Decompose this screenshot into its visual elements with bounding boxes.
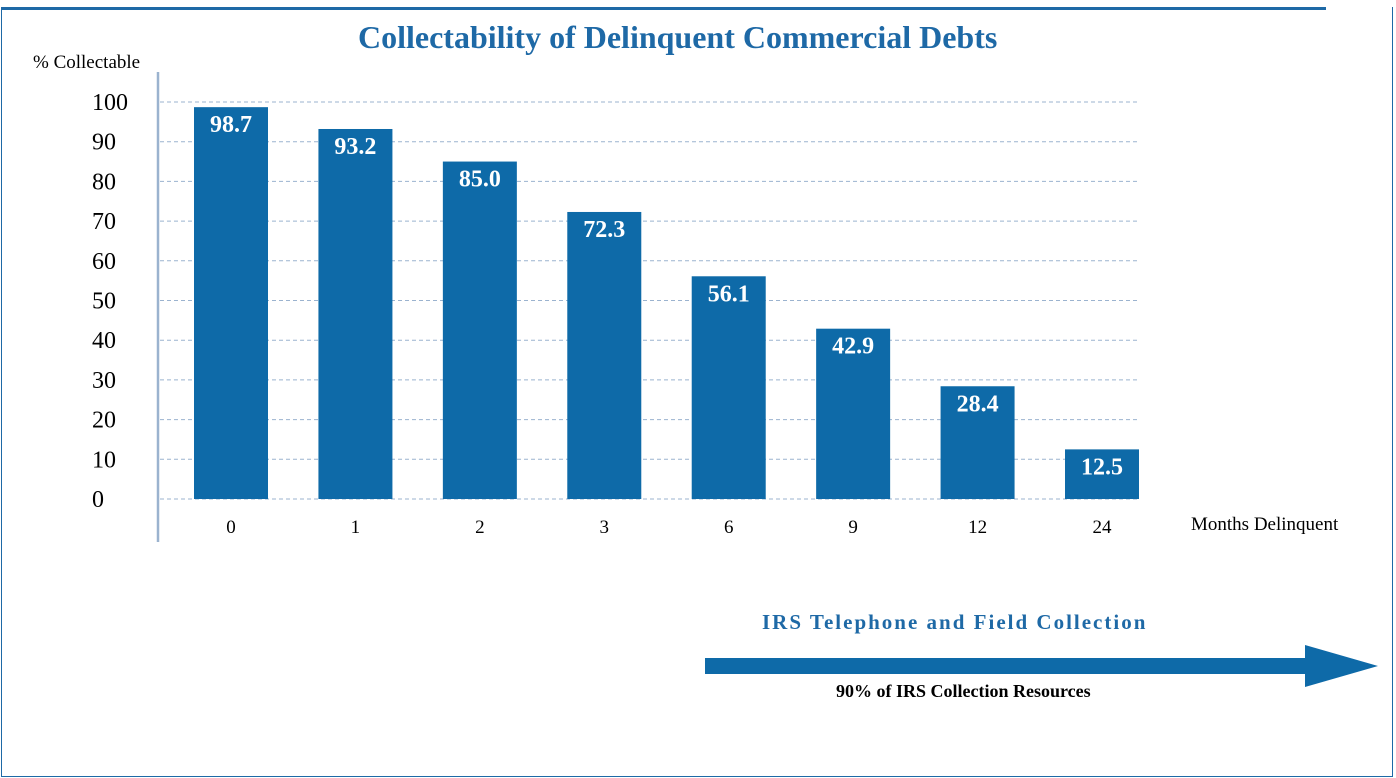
collection-arrow — [705, 645, 1378, 687]
bar — [940, 386, 1015, 499]
y-tick-label: 50 — [92, 289, 116, 315]
bar — [1065, 449, 1139, 499]
x-tick-label: 3 — [600, 517, 610, 538]
x-axis-label: Months Delinquent — [1191, 514, 1339, 535]
bar — [691, 276, 766, 499]
y-tick-label: 0 — [92, 487, 104, 513]
y-tick-label: 20 — [92, 408, 116, 434]
top-rule — [1, 7, 1326, 10]
chart-title: Collectability of Delinquent Commercial … — [358, 19, 998, 55]
y-tick-label: 40 — [92, 328, 116, 354]
arrow-title: IRS Telephone and Field Collection — [762, 610, 1148, 634]
y-tick-label: 70 — [92, 209, 116, 235]
y-axis-label: % Collectable — [33, 52, 141, 73]
arrow-shaft — [705, 658, 1307, 674]
arrow-head — [1305, 645, 1378, 687]
y-tick-label: 60 — [92, 249, 116, 275]
x-tick-label: 0 — [226, 517, 236, 538]
x-tick-label: 24 — [1093, 517, 1113, 538]
bar — [194, 107, 268, 499]
bar-chart: 0 10 20 30 40 50 60 70 80 90 100 98.7 0 93.2 1 85.0 2 72.… — [92, 72, 1140, 542]
data-label: 56.1 — [708, 281, 750, 307]
data-label: 72.3 — [583, 217, 625, 243]
data-label: 42.9 — [832, 334, 874, 360]
slide-frame — [1, 7, 1393, 777]
bar — [318, 128, 393, 499]
bar — [816, 328, 891, 499]
y-tick-label: 100 — [92, 90, 128, 116]
y-tick-label: 10 — [92, 447, 116, 473]
x-tick-label: 6 — [724, 517, 734, 538]
x-tick-label: 2 — [475, 517, 485, 538]
data-label: 93.2 — [334, 134, 376, 160]
data-label: 12.5 — [1081, 454, 1123, 480]
data-label: 98.7 — [210, 112, 252, 138]
y-tick-label: 80 — [92, 169, 116, 195]
y-tick-label: 30 — [92, 368, 116, 394]
bar — [442, 161, 517, 500]
x-tick-label: 1 — [351, 517, 361, 538]
data-label: 85.0 — [459, 167, 501, 193]
arrow-subtitle: 90% of IRS Collection Resources — [836, 681, 1091, 701]
x-tick-label: 12 — [968, 517, 987, 538]
x-tick-label: 9 — [848, 517, 858, 538]
data-label: 28.4 — [957, 391, 999, 417]
y-tick-label: 90 — [92, 130, 116, 156]
bar — [567, 211, 642, 499]
